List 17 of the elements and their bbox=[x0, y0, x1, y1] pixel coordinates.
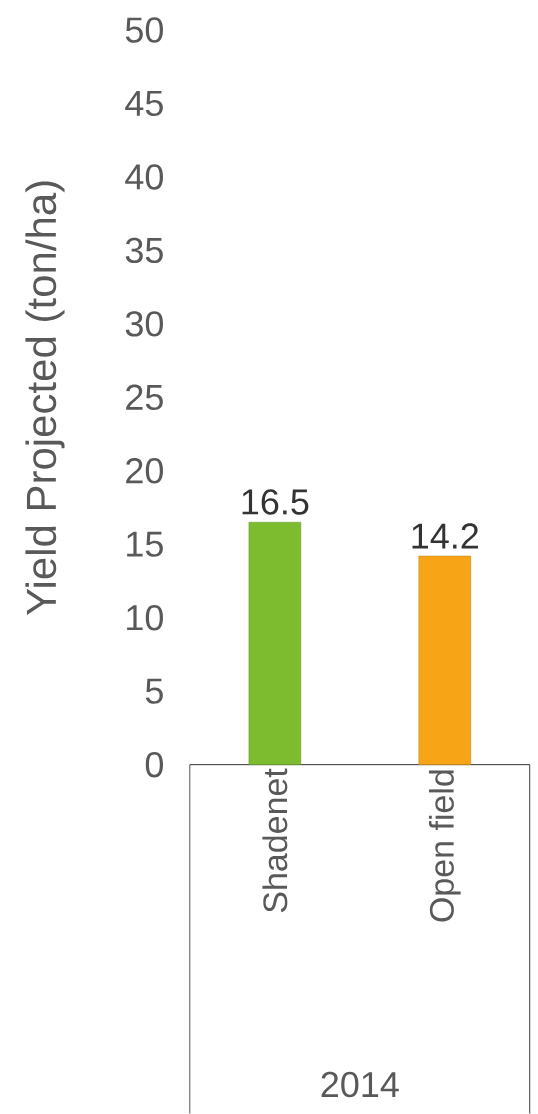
y-tick-label: 0 bbox=[145, 751, 164, 778]
y-tick-label: 35 bbox=[125, 237, 163, 264]
y-axis-title: Yield Projected (ton/ha) bbox=[25, 181, 65, 615]
y-tick-label: 25 bbox=[126, 384, 163, 411]
y-tick-label: 50 bbox=[125, 17, 164, 43]
y-tick-label: 15 bbox=[127, 531, 163, 557]
y-tick-label: 40 bbox=[125, 164, 164, 190]
y-tick-label: 20 bbox=[126, 458, 164, 484]
y-tick-label: 5 bbox=[145, 678, 163, 704]
x-axis-title: 2014 bbox=[321, 1071, 399, 1098]
y-tick-label: 45 bbox=[125, 90, 163, 117]
x-tick-label: Shadenet bbox=[262, 768, 288, 913]
x-tick-label: Open field bbox=[429, 770, 461, 922]
data-label: 16.5 bbox=[242, 489, 309, 515]
y-tick-label: 30 bbox=[125, 311, 164, 337]
y-tick-label: 10 bbox=[127, 605, 164, 631]
data-label: 14.2 bbox=[412, 523, 479, 549]
